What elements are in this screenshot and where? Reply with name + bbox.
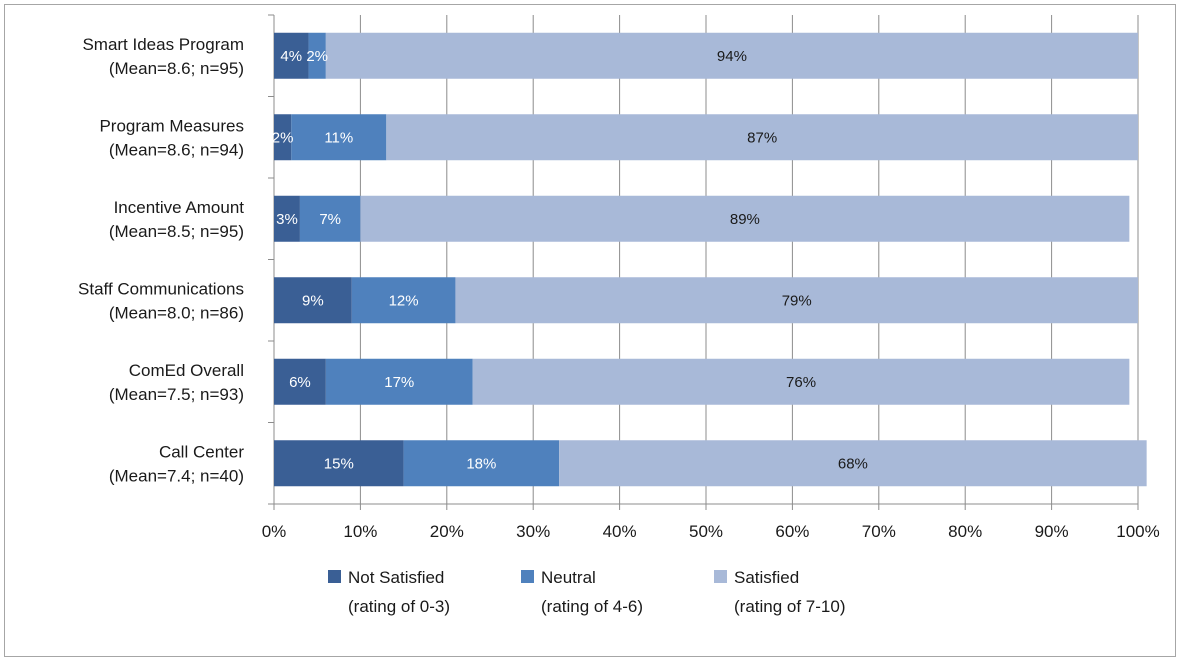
data-label: 11% (324, 129, 353, 146)
x-tick-label: 70% (862, 522, 896, 541)
chart-frame (4, 4, 1176, 657)
data-label: 76% (786, 374, 816, 391)
category-label-line1: Call Center (159, 442, 244, 461)
x-tick-label: 0% (262, 522, 287, 541)
category-label-line1: Staff Communications (78, 279, 244, 298)
data-label: 79% (782, 292, 812, 309)
legend-swatch (714, 570, 727, 583)
category-label-line1: Incentive Amount (114, 198, 245, 217)
legend-sublabel: (rating of 0-3) (348, 597, 450, 616)
data-label: 2% (272, 129, 294, 146)
legend-label: Not Satisfied (348, 568, 444, 587)
bar-segment (274, 358, 326, 405)
x-tick-label: 90% (1035, 522, 1069, 541)
x-tick-label: 20% (430, 522, 464, 541)
bar-segment (274, 195, 300, 242)
legend-swatch (521, 570, 534, 583)
category-label-line2: (Mean=8.5; n=95) (109, 222, 244, 241)
data-label: 9% (302, 292, 324, 309)
bar-segment (559, 440, 1147, 487)
data-label: 7% (319, 211, 341, 228)
data-label: 94% (717, 48, 747, 65)
legend-sublabel: (rating of 4-6) (541, 597, 643, 616)
x-tick-label: 50% (689, 522, 723, 541)
bar-segment (274, 440, 404, 487)
category-label-line2: (Mean=8.6; n=95) (109, 59, 244, 78)
category-label-line2: (Mean=8.6; n=94) (109, 140, 244, 159)
bar-segment (360, 195, 1130, 242)
data-label: 3% (276, 211, 298, 228)
bar-segment (274, 32, 309, 79)
legend-sublabel: (rating of 7-10) (734, 597, 846, 616)
data-label: 2% (306, 48, 328, 65)
bar-segment (351, 277, 456, 324)
category-label-line1: Smart Ideas Program (82, 35, 244, 54)
data-label: 68% (838, 455, 868, 472)
x-tick-label: 80% (948, 522, 982, 541)
bar-segment (325, 358, 473, 405)
x-tick-label: 10% (343, 522, 377, 541)
bar-segment (325, 32, 1139, 79)
bar-segment (291, 114, 387, 161)
legend-swatch (328, 570, 341, 583)
bar-segment (274, 277, 352, 324)
bar-segment (308, 32, 326, 79)
bar-segment (274, 114, 292, 161)
data-label: 12% (389, 292, 419, 309)
bar-segment (455, 277, 1138, 324)
data-label: 18% (466, 455, 496, 472)
x-tick-label: 30% (516, 522, 550, 541)
category-label-line1: ComEd Overall (129, 361, 244, 380)
data-label: 15% (324, 455, 354, 472)
bar-segment (299, 195, 361, 242)
x-tick-label: 60% (775, 522, 809, 541)
legend-label: Satisfied (734, 568, 799, 587)
x-tick-label: 40% (603, 522, 637, 541)
data-label: 89% (730, 211, 760, 228)
category-label-line2: (Mean=7.5; n=93) (109, 385, 244, 404)
bar-segment (386, 114, 1138, 161)
legend-label: Neutral (541, 568, 596, 587)
data-label: 17% (384, 374, 414, 391)
category-label-line2: (Mean=7.4; n=40) (109, 466, 244, 485)
data-label: 87% (747, 129, 777, 146)
bar-segment (472, 358, 1130, 405)
category-label-line2: (Mean=8.0; n=86) (109, 303, 244, 322)
data-label: 6% (289, 374, 311, 391)
x-tick-label: 100% (1116, 522, 1159, 541)
category-label-line1: Program Measures (99, 116, 244, 135)
bar-segment (403, 440, 560, 487)
data-label: 4% (280, 48, 302, 65)
